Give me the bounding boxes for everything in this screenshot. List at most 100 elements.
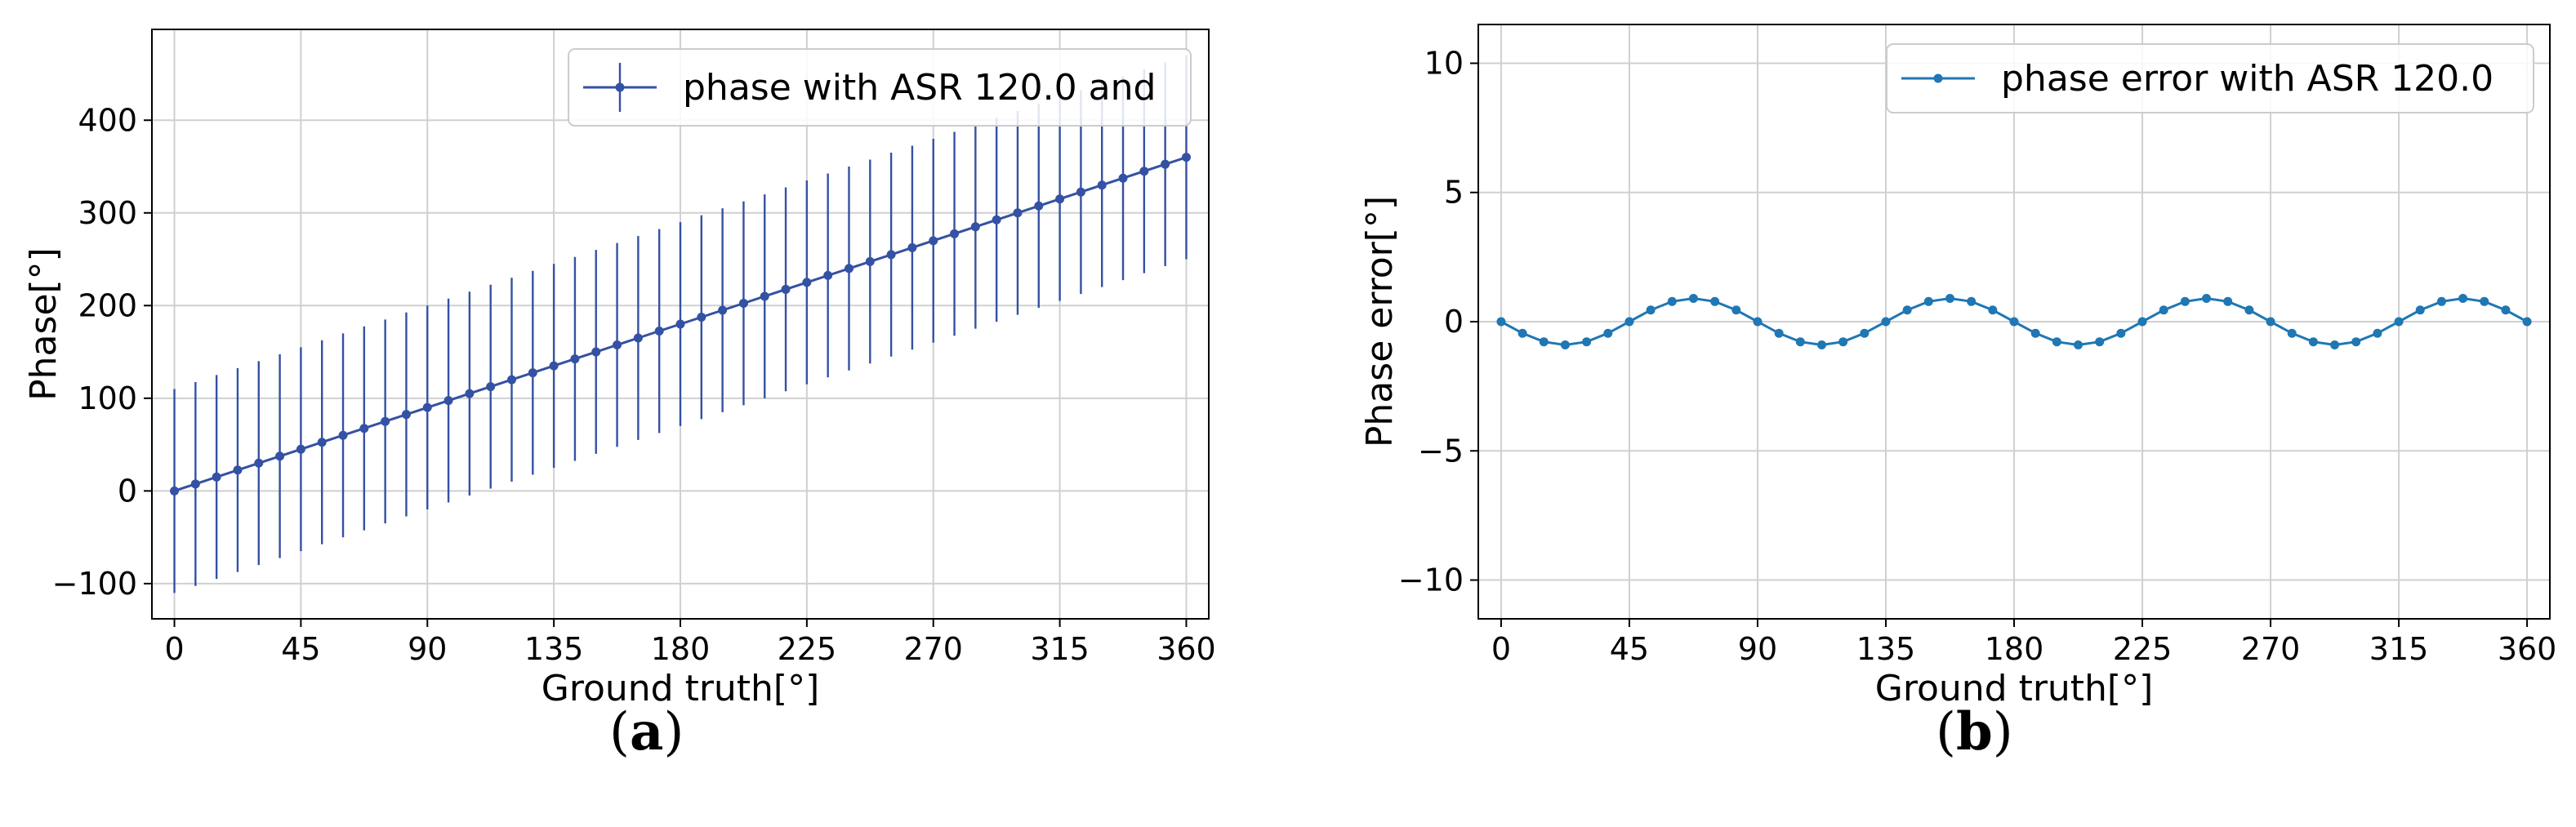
- data-point: [1710, 296, 1720, 306]
- data-point: [844, 264, 853, 273]
- data-point: [2522, 317, 2532, 327]
- data-point: [1013, 208, 1023, 218]
- data-point: [1967, 296, 1977, 306]
- x-tick-label: 360: [1157, 631, 1216, 667]
- y-tick-label: 200: [78, 287, 137, 323]
- x-tick-label: 45: [281, 631, 320, 667]
- x-tick-label: 225: [778, 631, 837, 667]
- x-tick-label: 90: [1738, 631, 1777, 667]
- data-point: [2009, 317, 2019, 327]
- data-point: [212, 472, 221, 482]
- data-point: [1774, 328, 1784, 338]
- data-point: [970, 222, 980, 232]
- data-point: [465, 389, 475, 398]
- data-point: [1646, 305, 1656, 315]
- data-point: [2202, 294, 2212, 304]
- y-tick-label: 400: [78, 102, 137, 138]
- data-point: [1539, 337, 1549, 347]
- y-tick-label: 5: [1444, 175, 1464, 211]
- data-point: [697, 312, 706, 322]
- y-tick-label: 100: [78, 380, 137, 416]
- data-point: [2458, 294, 2468, 304]
- y-axis-label: Phase[°]: [23, 247, 65, 401]
- data-point: [233, 465, 243, 475]
- data-point: [1902, 305, 1912, 315]
- y-tick-label: −100: [52, 566, 137, 602]
- y-tick-label: −5: [1418, 433, 1464, 469]
- legend-swatch-marker: [615, 82, 625, 92]
- data-point: [1667, 296, 1677, 306]
- data-point: [486, 382, 496, 392]
- x-tick-label: 0: [1491, 631, 1511, 667]
- data-point: [1731, 305, 1741, 315]
- data-point: [718, 305, 728, 315]
- legend: phase error with ASR 120.0: [1886, 43, 2534, 113]
- data-point: [2223, 296, 2233, 306]
- x-tick-label: 45: [1610, 631, 1649, 667]
- data-point: [950, 229, 960, 238]
- y-tick-label: 300: [78, 195, 137, 231]
- y-tick-label: 10: [1424, 45, 1464, 81]
- x-tick-label: 0: [164, 631, 184, 667]
- data-point: [2244, 305, 2254, 315]
- data-point: [1624, 317, 1634, 327]
- caption-open-paren: (: [609, 702, 630, 763]
- data-point: [2116, 328, 2126, 338]
- y-tick-label: 0: [118, 473, 137, 509]
- x-tick-label: 180: [651, 631, 711, 667]
- data-point: [1181, 153, 1191, 162]
- data-point: [190, 479, 200, 489]
- caption-open-paren: (: [1936, 702, 1956, 763]
- x-tick-label: 270: [903, 631, 963, 667]
- x-tick-label: 90: [408, 631, 447, 667]
- data-point: [929, 236, 938, 246]
- data-point: [381, 416, 390, 426]
- data-point: [422, 402, 432, 412]
- x-tick-label: 180: [1985, 631, 2044, 667]
- data-point: [1945, 294, 1954, 304]
- data-point: [1688, 294, 1698, 304]
- caption-letter: b: [1956, 701, 1993, 763]
- data-point: [2436, 296, 2446, 306]
- data-point: [802, 278, 812, 287]
- data-point: [296, 444, 305, 454]
- data-point: [2287, 328, 2297, 338]
- data-point: [1034, 201, 1044, 211]
- data-point: [317, 438, 327, 447]
- data-point: [823, 270, 833, 280]
- data-point: [359, 424, 369, 434]
- data-point: [1076, 187, 1085, 197]
- legend-label: phase error with ASR 120.0: [2001, 58, 2494, 100]
- data-point: [2394, 317, 2404, 327]
- data-point: [865, 256, 875, 266]
- data-point: [528, 368, 537, 378]
- data-point: [781, 284, 791, 294]
- data-point: [2180, 296, 2190, 306]
- data-point: [570, 354, 580, 364]
- data-point: [633, 333, 643, 343]
- data-point: [507, 375, 517, 385]
- data-point: [2030, 328, 2040, 338]
- data-point: [1496, 317, 1506, 327]
- data-point: [443, 396, 453, 406]
- data-point: [2501, 305, 2511, 315]
- data-point: [2480, 296, 2489, 306]
- data-point: [1097, 180, 1107, 190]
- data-point: [591, 347, 601, 357]
- data-point: [1055, 194, 1065, 204]
- data-point: [1753, 317, 1763, 327]
- data-point: [401, 410, 411, 420]
- data-point: [2266, 317, 2275, 327]
- x-tick-label: 360: [2498, 631, 2557, 667]
- y-tick-label: 0: [1444, 304, 1464, 340]
- caption-close-paren: ): [663, 702, 684, 763]
- data-point: [2095, 337, 2105, 347]
- data-point: [1560, 340, 1570, 349]
- chart-panel-b: 0 45 90 135 180 225 270 315 360 −10 −5 0 5 10 Ground t…: [1359, 24, 2556, 763]
- data-point: [549, 361, 559, 371]
- data-point: [254, 458, 264, 468]
- data-point: [338, 430, 348, 440]
- data-point: [738, 298, 748, 308]
- data-point: [886, 250, 896, 260]
